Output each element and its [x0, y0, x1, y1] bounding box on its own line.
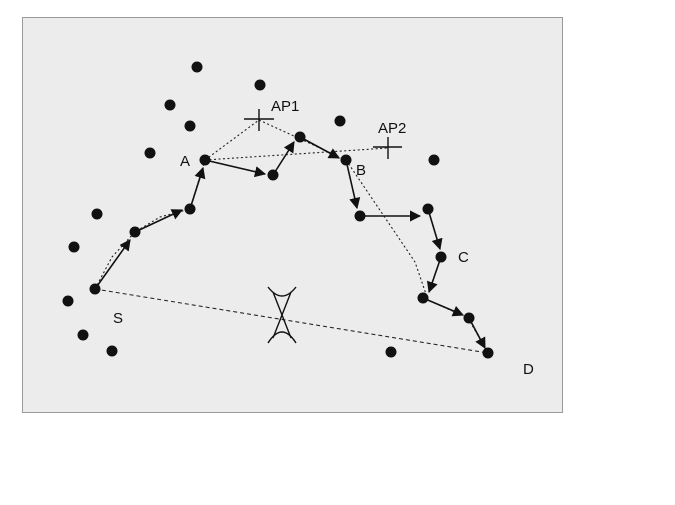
idle-node	[191, 61, 203, 73]
hop-2-a	[189, 166, 206, 210]
label-ap2: AP2	[378, 120, 406, 137]
idle-node	[385, 346, 397, 358]
idle-node	[164, 99, 176, 111]
route-node	[294, 131, 306, 143]
hop-s-1	[94, 239, 131, 290]
hop-3-4	[272, 141, 295, 176]
hop-7-8	[422, 297, 465, 317]
node-d	[482, 347, 494, 359]
route-node	[184, 203, 196, 215]
label-a: A	[180, 153, 190, 170]
idle-node	[77, 329, 89, 341]
route-node	[267, 169, 279, 181]
idle-node	[334, 115, 346, 127]
route-node	[354, 210, 366, 222]
route-node	[129, 226, 141, 238]
direct-link-s-d	[94, 288, 489, 354]
route-node	[463, 312, 475, 324]
idle-node	[106, 345, 118, 357]
label-b: B	[356, 162, 366, 179]
label-d: D	[523, 361, 534, 378]
access-point-ap1	[244, 109, 274, 131]
hop-8-d	[468, 317, 486, 349]
idle-node	[254, 79, 266, 91]
node-a	[199, 154, 211, 166]
hop-1-2	[134, 209, 184, 233]
label-ap1: AP1	[271, 98, 299, 115]
blocked-cross	[267, 286, 297, 344]
idle-node	[144, 147, 156, 159]
node-c	[435, 251, 447, 263]
route-node	[417, 292, 429, 304]
idle-node	[91, 208, 103, 220]
idle-node	[62, 295, 74, 307]
node-b	[340, 154, 352, 166]
hop-6-c	[427, 208, 443, 251]
hop-a-3	[204, 159, 267, 178]
route-node	[422, 203, 434, 215]
access-point-ap2	[373, 137, 402, 159]
hop-c-7	[426, 256, 442, 294]
dotted-path-a-ap2	[204, 147, 389, 161]
node-s	[89, 283, 101, 295]
dotted-path-a-ap1	[204, 119, 260, 161]
hop-b-5	[345, 159, 361, 210]
hop-4-b	[299, 136, 340, 159]
idle-node	[428, 154, 440, 166]
label-c: C	[458, 249, 469, 266]
label-s: S	[113, 310, 123, 327]
idle-node	[68, 241, 80, 253]
idle-node	[184, 120, 196, 132]
